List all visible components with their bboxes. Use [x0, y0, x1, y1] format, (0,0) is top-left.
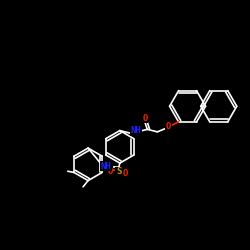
Text: S: S: [116, 167, 121, 176]
Text: NH: NH: [131, 126, 141, 135]
Text: NH: NH: [101, 162, 112, 170]
Text: O: O: [122, 169, 128, 178]
Text: O: O: [107, 167, 112, 176]
Text: O: O: [142, 114, 148, 122]
Text: O: O: [166, 122, 171, 131]
